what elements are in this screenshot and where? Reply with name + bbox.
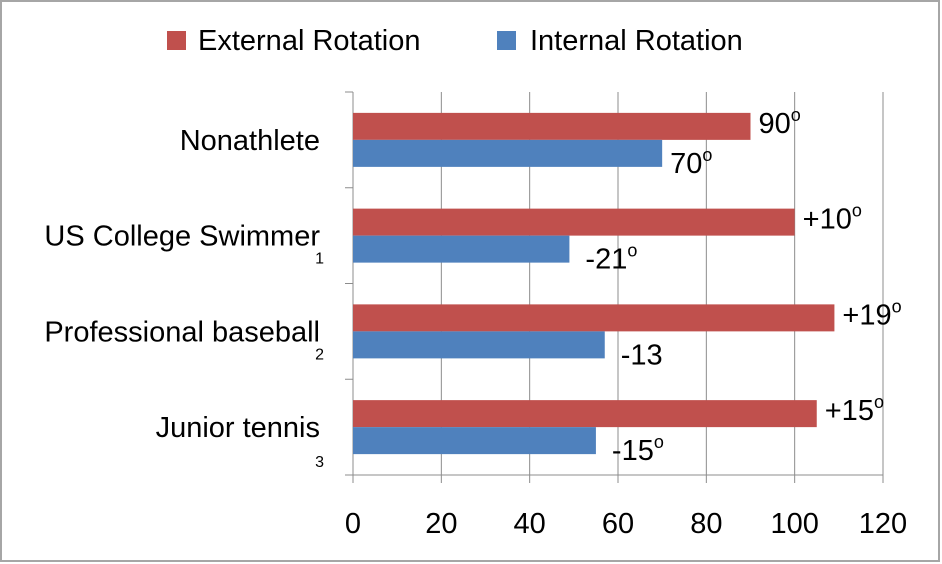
data-label-degree: o: [627, 241, 637, 261]
category-label: Junior tennis: [156, 412, 320, 444]
bar-internal-rotation: [353, 235, 570, 263]
legend-label: External Rotation: [198, 25, 420, 57]
data-label: -13: [621, 339, 663, 371]
bar-external-rotation: [353, 400, 817, 428]
data-label-degree: o: [791, 105, 801, 125]
data-label: +19o: [842, 296, 901, 331]
bar-internal-rotation: [353, 139, 663, 167]
data-label-degree: o: [654, 432, 664, 452]
data-label-value: -13: [621, 339, 663, 371]
category-subscript: 2: [315, 346, 324, 363]
bar-external-rotation: [353, 112, 751, 140]
category-subscript: 3: [315, 454, 324, 471]
category-label: Nonathlete: [180, 125, 320, 157]
x-tick-label: 100: [770, 508, 818, 540]
legend-swatch: [167, 31, 186, 50]
data-label-value: 70: [670, 148, 702, 180]
legend-swatch: [497, 31, 516, 50]
data-label: 70o: [670, 145, 712, 180]
data-label-degree: o: [874, 392, 884, 412]
data-label: +10o: [803, 201, 862, 236]
x-tick-label: 40: [514, 508, 546, 540]
category-label: Professional baseball: [44, 316, 320, 348]
data-label-value: +15: [825, 395, 874, 427]
data-label-degree: o: [892, 296, 902, 316]
category-subscript: 1: [315, 251, 324, 268]
data-label: -21o: [585, 241, 637, 276]
data-label-value: +19: [842, 299, 891, 331]
data-label: +15o: [825, 392, 884, 427]
legend-label: Internal Rotation: [530, 25, 743, 57]
data-label-value: -15: [612, 435, 654, 467]
x-tick-label: 120: [859, 508, 907, 540]
category-label: US College Swimmer: [44, 221, 320, 253]
data-label-degree: o: [852, 201, 862, 221]
bar-external-rotation: [353, 304, 835, 332]
data-label-degree: o: [702, 145, 712, 165]
data-label: 90o: [759, 105, 801, 140]
data-label-value: -21: [585, 244, 627, 276]
x-tick-label: 60: [602, 508, 634, 540]
data-label-value: +10: [803, 204, 852, 236]
x-tick-label: 80: [690, 508, 722, 540]
bar-internal-rotation: [353, 331, 605, 359]
x-tick-label: 0: [345, 508, 361, 540]
data-label-value: 90: [759, 108, 791, 140]
bar-external-rotation: [353, 208, 795, 236]
data-label: -15o: [612, 432, 664, 467]
x-tick-label: 20: [425, 508, 457, 540]
bar-internal-rotation: [353, 427, 596, 455]
